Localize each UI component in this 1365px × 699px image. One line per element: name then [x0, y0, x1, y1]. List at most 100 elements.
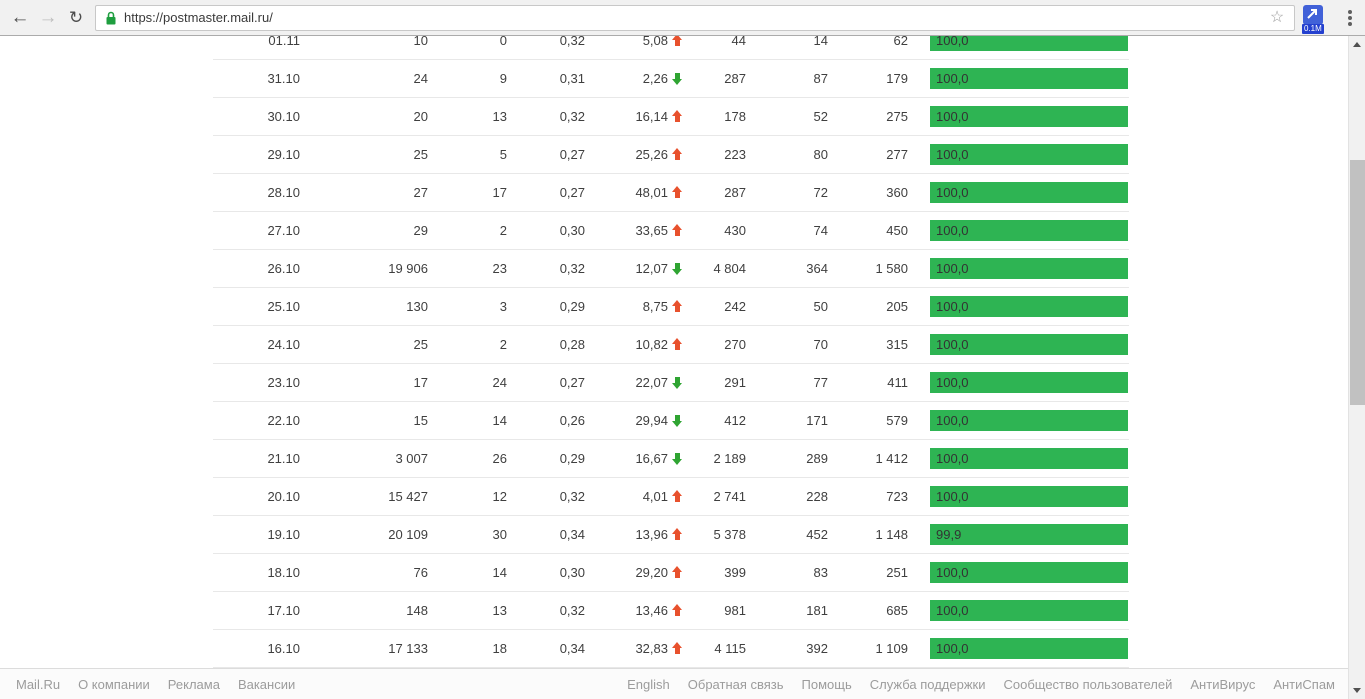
scrollbar-thumb[interactable]: [1350, 160, 1365, 405]
cell-value: 0: [499, 36, 507, 48]
vertical-scrollbar[interactable]: [1348, 36, 1365, 699]
cell-value: 0,32: [559, 261, 585, 276]
table-row[interactable]: 19.10 20 109 30 0,34 13,96 5 378 452 1 148 99,9: [213, 516, 1129, 554]
trend-value: 16,67: [635, 451, 668, 466]
cell-value: 50: [813, 299, 828, 314]
delivery-bar: 100,0: [930, 220, 1128, 241]
trend-up-icon: [672, 147, 682, 161]
cell-value: 579: [886, 413, 908, 428]
table-row[interactable]: 16.10 17 133 18 0,34 32,83 4 115 392 1 109 100,0: [213, 630, 1129, 668]
cell-value: 223: [724, 147, 746, 162]
table-row[interactable]: 20.10 15 427 12 0,32 4,01 2 741 228 723 100,0: [213, 478, 1129, 516]
footer-link[interactable]: АнтиВирус: [1190, 676, 1256, 692]
table-row[interactable]: 27.10 29 2 0,30 33,65 430 74 450 100,0: [213, 212, 1129, 250]
table-row[interactable]: 28.10 27 17 0,27 48,01 287 72 360 100,0: [213, 174, 1129, 212]
cell-value: 62: [893, 36, 908, 48]
cell-value: 12: [492, 489, 507, 504]
chrome-menu-icon[interactable]: [1338, 6, 1362, 30]
footer-link[interactable]: Сообщество пользователей: [1003, 676, 1173, 692]
footer-link[interactable]: АнтиСпам: [1273, 676, 1335, 692]
table-row[interactable]: 23.10 17 24 0,27 22,07 291 77 411 100,0: [213, 364, 1129, 402]
cell-date: 29.10: [267, 147, 300, 162]
url-text[interactable]: https://postmaster.mail.ru/: [124, 10, 273, 25]
cell-value: 0,27: [559, 185, 585, 200]
cell-value: 29: [413, 223, 428, 238]
cell-value: 76: [413, 565, 428, 580]
delivery-bar-track: 100,0: [930, 144, 1128, 165]
scroll-up-icon[interactable]: [1349, 36, 1365, 53]
table-row[interactable]: 01.11 10 0 0,32 5,08 44 14 62 100,0: [213, 36, 1129, 60]
table-row[interactable]: 31.10 24 9 0,31 2,26 287 87 179 100,0: [213, 60, 1129, 98]
cell-value: 27: [413, 185, 428, 200]
trend-cell: [668, 185, 682, 200]
cell-value: 23: [492, 261, 507, 276]
trend-up-icon: [672, 223, 682, 237]
cell-value: 26: [492, 451, 507, 466]
cell-date: 26.10: [267, 261, 300, 276]
footer-link[interactable]: Помощь: [801, 676, 852, 692]
bookmark-star-icon[interactable]: ☆: [1266, 6, 1288, 30]
footer-link[interactable]: Реклама: [167, 676, 220, 692]
trend-down-icon: [672, 72, 682, 85]
table-row[interactable]: 30.10 20 13 0,32 16,14 178 52 275 100,0: [213, 98, 1129, 136]
trend-cell: [668, 337, 682, 352]
cell-value: 77: [813, 375, 828, 390]
scroll-down-icon[interactable]: [1349, 682, 1365, 699]
cell-value: 315: [886, 337, 908, 352]
table-row[interactable]: 21.10 3 007 26 0,29 16,67 2 189 289 1 412 100,0: [213, 440, 1129, 478]
forward-button[interactable]: →: [34, 0, 62, 36]
cell-value: 20 109: [388, 527, 428, 542]
cell-value: 20: [413, 109, 428, 124]
trend-cell: [668, 641, 682, 656]
table-row[interactable]: 25.10 130 3 0,29 8,75 242 50 205 100,0: [213, 288, 1129, 326]
table-row[interactable]: 17.10 148 13 0,32 13,46 981 181 685 100,0: [213, 592, 1129, 630]
reload-button[interactable]: ↻: [62, 0, 90, 36]
cell-value: 72: [813, 185, 828, 200]
cell-value: 0,26: [559, 413, 585, 428]
similarweb-extension-icon[interactable]: 0.1M: [1302, 4, 1324, 34]
footer-link[interactable]: О компании: [78, 676, 150, 692]
trend-up-icon: [672, 527, 682, 541]
footer-link[interactable]: English: [627, 676, 670, 692]
cell-value: 14: [492, 565, 507, 580]
footer-link[interactable]: Mail.Ru: [16, 676, 61, 692]
footer: Mail.Ru О компании Реклама Вакансии English…: [0, 668, 1348, 699]
table-row[interactable]: 29.10 25 5 0,27 25,26 223 80 277 100,0: [213, 136, 1129, 174]
footer-link[interactable]: Вакансии: [237, 676, 296, 692]
cell-value: 685: [886, 603, 908, 618]
table-row[interactable]: 22.10 15 14 0,26 29,94 412 171 579 100,0: [213, 402, 1129, 440]
cell-value: 25: [413, 337, 428, 352]
cell-value: 450: [886, 223, 908, 238]
cell-date: 24.10: [267, 337, 300, 352]
footer-link[interactable]: Служба поддержки: [869, 676, 986, 692]
extension-badge: 0.1M: [1302, 24, 1324, 34]
extension-arrow-icon: [1303, 5, 1323, 25]
delivery-bar: 100,0: [930, 144, 1128, 165]
delivery-bar-track: 100,0: [930, 220, 1128, 241]
trend-value: 25,26: [635, 147, 668, 162]
back-button[interactable]: ←: [6, 0, 34, 36]
delivery-bar: 100,0: [930, 372, 1128, 393]
cell-value: 178: [724, 109, 746, 124]
delivery-bar-track: 100,0: [930, 296, 1128, 317]
cell-value: 1 109: [875, 641, 908, 656]
footer-link[interactable]: Обратная связь: [687, 676, 784, 692]
table-row[interactable]: 24.10 25 2 0,28 10,82 270 70 315 100,0: [213, 326, 1129, 364]
cell-value: 275: [886, 109, 908, 124]
table-row[interactable]: 26.10 19 906 23 0,32 12,07 4 804 364 1 580 100,0: [213, 250, 1129, 288]
cell-value: 287: [724, 71, 746, 86]
cell-value: 4 115: [714, 641, 746, 656]
cell-value: 148: [406, 603, 428, 618]
cell-value: 5 378: [713, 527, 746, 542]
cell-date: 30.10: [267, 109, 300, 124]
trend-up-icon: [672, 299, 682, 313]
delivery-bar: 100,0: [930, 600, 1128, 621]
trend-cell: [668, 36, 682, 48]
cell-value: 0,29: [559, 451, 585, 466]
table-row[interactable]: 18.10 76 14 0,30 29,20 399 83 251 100,0: [213, 554, 1129, 592]
trend-value: 4,01: [642, 489, 668, 504]
cell-value: 87: [813, 71, 828, 86]
trend-value: 13,46: [635, 603, 668, 618]
delivery-bar: 100,0: [930, 486, 1128, 507]
address-bar[interactable]: https://postmaster.mail.ru/ ☆: [95, 5, 1295, 31]
